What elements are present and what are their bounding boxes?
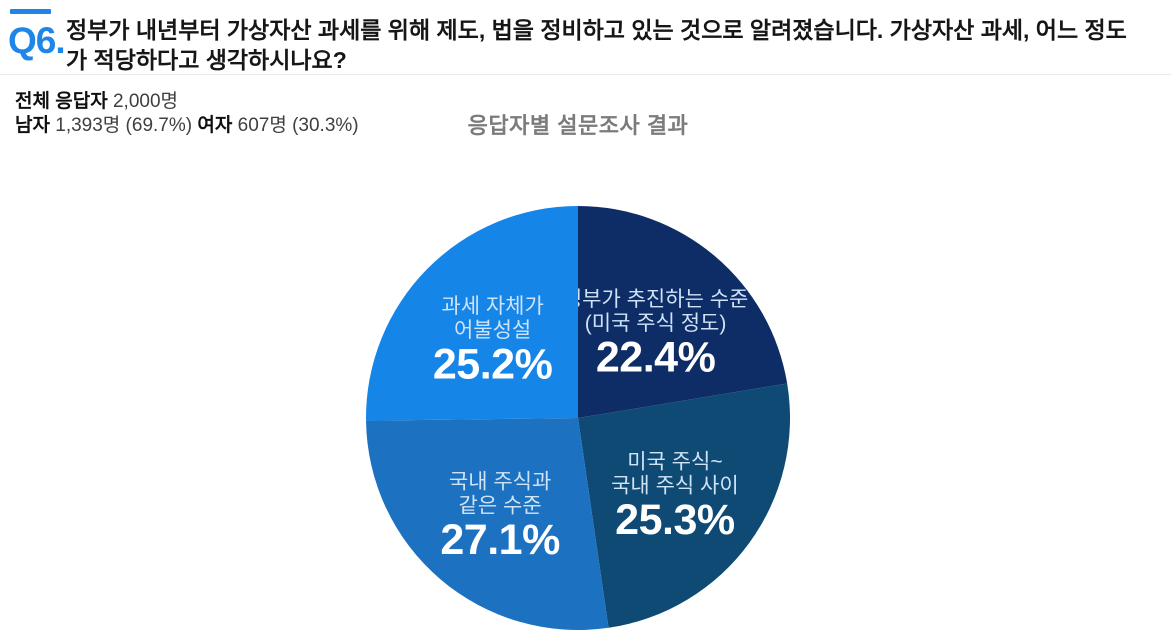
pie-slice-0-value: 22.4% (596, 334, 716, 382)
pie-slice-1-label-line-0: 미국 주식~ (627, 450, 722, 473)
pie-slice-1-label-line-1: 국내 주식 사이 (611, 474, 739, 497)
pie-slice-0 (578, 206, 788, 418)
pie-slice-3-label-line-1: 어불성설 (454, 319, 531, 342)
respondents-male-label: 남자 (15, 115, 50, 136)
respondents-total-value: 2,000명 (112, 91, 178, 112)
pie-slice-2-label-line-1: 같은 수준 (459, 495, 542, 518)
pie-slice-3-value: 25.2% (433, 341, 553, 389)
question-text: 정부가 내년부터 가상자산 과세를 위해 제도, 법을 정비하고 있는 것으로 … (66, 17, 1127, 73)
pie-slice-1-value: 25.3% (615, 496, 735, 544)
pie-chart: 정부가 추진하는 수준 (미국 주식 정도) 22.4% 미국 주식~ 국내 주식 사이… (366, 206, 790, 630)
pie-slice-0-label-line-1: (미국 주식 정도) (585, 312, 727, 335)
respondents-female-label: 여자 (197, 115, 233, 136)
pie-slice-1 (578, 383, 790, 628)
pie-slice-2 (366, 418, 609, 630)
respondents-summary: 전체 응답자 2,000명 남자 1,393명 (69.7%) 여자 607명 … (15, 90, 359, 138)
respondents-male-value: 1,393명 (69.7%) (55, 115, 193, 136)
respondents-female-value: 607명 (30.3%) (237, 115, 359, 136)
chart-title: 응답자별 설문조사 결과 (467, 113, 689, 138)
pie-chart-svg: 정부가 추진하는 수준(미국 주식 정도)22.4% 미국 주식~국내 주식 사이… (366, 206, 790, 630)
respondents-gender-line: 남자 1,393명 (69.7%) 여자 607명 (30.3%) (15, 114, 359, 138)
header-divider (0, 74, 1171, 75)
pie-slice-3-label-line-0: 과세 자체가 (441, 295, 543, 318)
question-accent-bar (10, 9, 51, 14)
pie-slice-2-label-line-0: 국내 주식과 (449, 471, 551, 494)
pie-slice-2-value: 27.1% (440, 516, 560, 564)
pie-slice-3 (366, 206, 578, 421)
respondents-total-label: 전체 응답자 (15, 91, 108, 112)
question-number: Q6. (8, 20, 66, 61)
pie-slice-0-label-line-0: 정부가 추진하는 수준 (563, 288, 749, 311)
respondents-total-line: 전체 응답자 2,000명 (15, 90, 359, 114)
